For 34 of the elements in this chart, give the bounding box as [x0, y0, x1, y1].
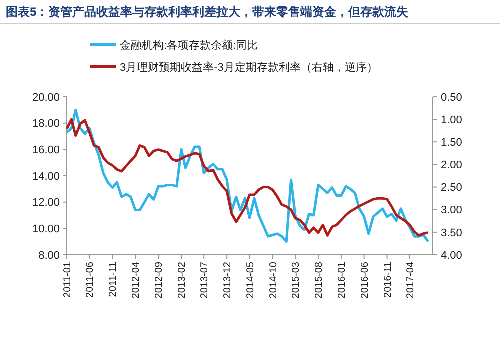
y-tick-label: 16.00 [32, 144, 60, 157]
x-tick-label: 2012-04 [131, 262, 142, 299]
y-tick-label: 8.00 [38, 250, 60, 262]
x-tick-label: 2011-01 [62, 262, 74, 298]
x-tick-label: 2017-04 [406, 262, 417, 299]
y-tick-label: 12.00 [32, 197, 60, 210]
x-tick-label: 2013-07 [200, 262, 211, 299]
x-tick-label: 2014-10 [268, 262, 280, 299]
x-tick-label: 2011-06 [85, 262, 96, 298]
y2-tick-label: 4.00 [441, 250, 462, 262]
x-tick-label: 2015-08 [314, 262, 325, 299]
y2-tick-label: 3.00 [441, 204, 462, 217]
y2-tick-label: 2.50 [441, 182, 462, 194]
legend-label: 金融机构:各项存款余额:同比 [120, 38, 258, 52]
x-tick-label: 2013-02 [177, 262, 188, 299]
y2-tick-label: 1.50 [441, 136, 462, 149]
x-tick-label: 2013-12 [222, 262, 234, 299]
x-tick-label: 2012-09 [154, 262, 166, 299]
y-tick-label: 20.00 [32, 92, 60, 104]
y2-tick-label: 2.00 [441, 160, 462, 172]
chart-title: 图表5：资管产品收益率与存款利率利差拉大，带来零售端资金，但存款流失 [6, 5, 410, 19]
x-tick-label: 2016-06 [360, 262, 371, 299]
x-tick-label: 2016-01 [336, 262, 348, 299]
legend-label: 3月理财预期收益率-3月定期存款利率（右轴，逆序） [120, 60, 378, 74]
x-tick-label: 2014-05 [245, 262, 256, 299]
x-tick-label: 2016-11 [382, 262, 394, 298]
y2-tick-label: 3.50 [441, 227, 462, 240]
y-tick-label: 14.00 [32, 170, 60, 183]
y-tick-label: 10.00 [32, 224, 60, 236]
y-tick-label: 18.00 [32, 118, 60, 130]
y2-tick-label: 0.50 [441, 92, 462, 104]
y2-tick-label: 1.00 [441, 114, 462, 126]
x-tick-label: 2011-11 [108, 262, 120, 298]
x-tick-label: 2015-03 [290, 262, 302, 299]
